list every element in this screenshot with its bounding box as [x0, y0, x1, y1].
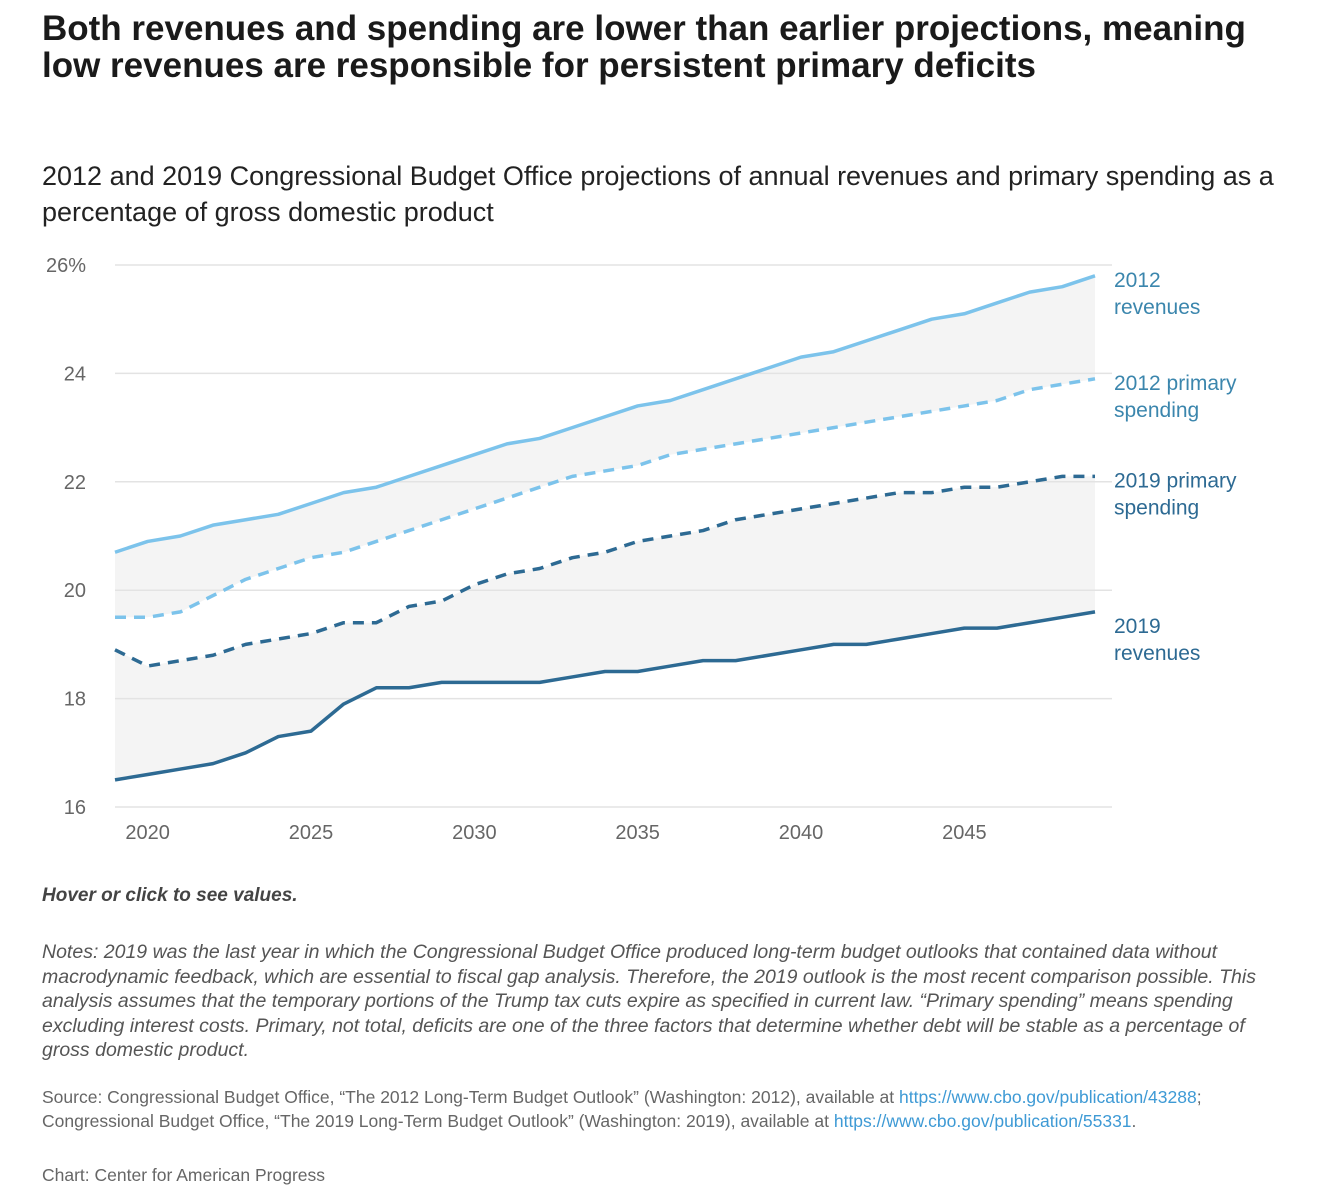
x-tick-label: 2025	[289, 822, 334, 844]
series-label-line: 2019 primary	[1114, 469, 1237, 492]
shaded-areas	[115, 275, 1095, 780]
series-line-2019-primary-spending	[114, 474, 1095, 668]
source-link-2019[interactable]: https://www.cbo.gov/publication/55331	[833, 1111, 1132, 1131]
chart-title: Both revenues and spending are lower tha…	[42, 9, 1246, 85]
shaded-area-1	[115, 275, 1095, 618]
source-text-3: .	[1131, 1111, 1137, 1131]
source-text-1: Source: Congressional Budget Office, “Th…	[42, 1087, 900, 1107]
source-link-2012[interactable]: https://www.cbo.gov/publication/43288	[899, 1087, 1197, 1107]
y-tick-label: 20	[64, 580, 86, 602]
series-line-2019-revenues	[114, 610, 1096, 782]
y-tick-label: 16	[64, 797, 86, 819]
shaded-area-2	[115, 476, 1095, 780]
y-tick-label: 24	[64, 363, 86, 385]
gridlines	[115, 264, 1112, 808]
series-line-2012-primary-spending	[115, 377, 1096, 620]
x-tick-label: 2040	[779, 822, 824, 844]
y-tick-label: 22	[64, 472, 86, 494]
series-label-line: revenues	[1114, 296, 1200, 319]
series-label-2012-primary-spending: 2012 primary spending	[1114, 372, 1237, 422]
series-label-2012-revenues: 2012 revenues	[1114, 269, 1200, 319]
series-label-line: spending	[1114, 399, 1199, 422]
y-tick-label: 18	[64, 689, 86, 711]
series-lines	[114, 274, 1096, 782]
source-text-2: ; Congressional Budget Office, “The 2019…	[42, 1087, 1202, 1131]
line-chart[interactable]: 16 18 20 22 24 26% 2020 2025 2030 2035 2040 2045 2…	[0, 240, 1320, 860]
source: Source: Congressional Budget Office, “Th…	[42, 1085, 1292, 1133]
hover-hint: Hover or click to see values.	[42, 885, 298, 906]
series-label-2019-revenues: 2019 revenues	[1114, 615, 1200, 665]
series-label-line: 2019	[1114, 615, 1161, 638]
series-label-line: 2012	[1114, 269, 1161, 292]
x-axis: 2020 2025 2030 2035 2040 2045	[125, 822, 986, 844]
y-axis: 16 18 20 22 24 26%	[46, 255, 86, 819]
series-label-line: spending	[1114, 496, 1199, 519]
x-tick-label: 2020	[125, 822, 170, 844]
notes: Notes: 2019 was the last year in which t…	[42, 941, 1256, 1061]
x-tick-label: 2030	[452, 822, 497, 844]
series-label-line: 2012 primary	[1114, 372, 1237, 395]
x-tick-label: 2045	[942, 822, 987, 844]
series-line-2012-revenues	[114, 274, 1096, 554]
y-tick-label: 26%	[46, 255, 86, 277]
series-label-2019-primary-spending: 2019 primary spending	[1114, 469, 1237, 519]
series-label-line: revenues	[1114, 642, 1200, 665]
chart-credit: Chart: Center for American Progress	[42, 1165, 326, 1185]
chart-subtitle: 2012 and 2019 Congressional Budget Offic…	[42, 161, 1274, 227]
x-tick-label: 2035	[615, 822, 660, 844]
